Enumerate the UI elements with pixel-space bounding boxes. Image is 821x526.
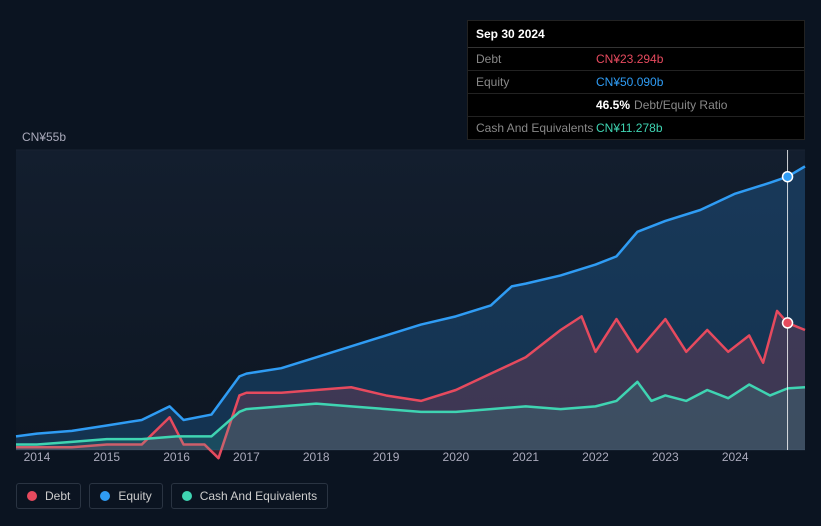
- legend-label: Equity: [118, 489, 151, 503]
- x-axis: 2014 2015 2016 2017 2018 2019 2020 2021 2022 2023…: [16, 450, 805, 470]
- tooltip-row: 46.5%Debt/Equity Ratio: [468, 94, 804, 117]
- x-tick-label: 2021: [512, 450, 539, 464]
- tooltip-row: Cash And EquivalentsCN¥11.278b: [468, 117, 804, 139]
- tooltip-row: DebtCN¥23.294b: [468, 48, 804, 71]
- tooltip-value: CN¥50.090b: [596, 75, 796, 89]
- x-tick-label: 2022: [582, 450, 609, 464]
- x-tick-label: 2018: [303, 450, 330, 464]
- legend-item[interactable]: Equity: [89, 483, 162, 509]
- debt-equity-chart: [16, 150, 805, 450]
- x-tick-label: 2016: [163, 450, 190, 464]
- x-tick-label: 2017: [233, 450, 260, 464]
- tooltip-label: [476, 98, 596, 112]
- x-tick-label: 2014: [24, 450, 51, 464]
- legend-label: Debt: [45, 489, 70, 503]
- legend-item[interactable]: Cash And Equivalents: [171, 483, 328, 509]
- tooltip-value: CN¥11.278b: [596, 121, 796, 135]
- chart-legend: Debt Equity Cash And Equivalents: [16, 483, 328, 509]
- tooltip-label: Equity: [476, 75, 596, 89]
- tooltip-value: CN¥23.294b: [596, 52, 796, 66]
- tooltip-date: Sep 30 2024: [468, 21, 804, 48]
- tooltip-label: Debt: [476, 52, 596, 66]
- legend-item[interactable]: Debt: [16, 483, 81, 509]
- legend-swatch: [100, 491, 110, 501]
- tooltip-value: 46.5%Debt/Equity Ratio: [596, 98, 796, 112]
- x-tick-label: 2024: [722, 450, 749, 464]
- x-tick-label: 2023: [652, 450, 679, 464]
- x-tick-label: 2020: [443, 450, 470, 464]
- x-tick-label: 2019: [373, 450, 400, 464]
- legend-label: Cash And Equivalents: [200, 489, 317, 503]
- x-tick-label: 2015: [93, 450, 120, 464]
- legend-swatch: [182, 491, 192, 501]
- tooltip-label: Cash And Equivalents: [476, 121, 596, 135]
- chart-tooltip: Sep 30 2024 DebtCN¥23.294bEquityCN¥50.09…: [467, 20, 805, 140]
- tooltip-row: EquityCN¥50.090b: [468, 71, 804, 94]
- y-tick-label: CN¥55b: [22, 130, 66, 144]
- legend-swatch: [27, 491, 37, 501]
